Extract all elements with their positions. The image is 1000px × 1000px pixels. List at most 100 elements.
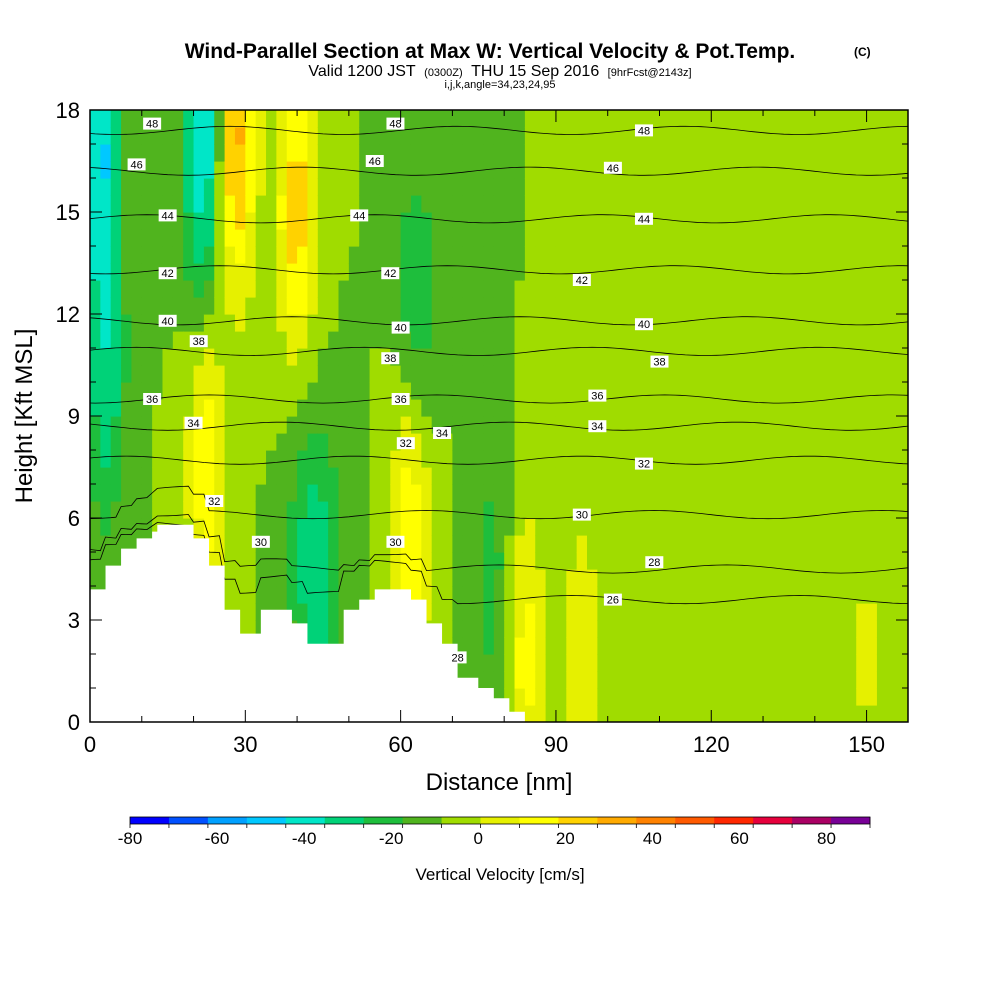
w-cell [317,501,329,519]
w-cell [100,314,112,332]
contour-label: 38 [650,355,669,369]
w-cell [628,399,640,417]
w-cell [700,671,712,689]
w-cell [338,450,350,468]
w-cell [669,535,681,553]
w-cell [493,535,505,553]
w-cell [835,110,847,128]
w-cell [763,314,774,332]
w-cell [773,110,785,128]
w-cell [193,280,205,298]
x-tick-label: 30 [233,732,257,757]
w-cell [462,229,474,247]
w-cell [452,467,464,485]
w-cell [152,348,164,366]
w-cell [400,450,412,468]
w-cell [752,467,764,485]
w-cell [121,161,133,179]
w-cell [535,450,547,468]
w-cell [866,127,878,145]
w-cell [628,416,640,434]
w-cell [255,501,267,519]
w-cell [628,178,640,196]
w-cell [576,433,588,451]
w-cell [669,280,681,298]
w-cell [214,501,226,519]
w-cell [224,246,236,264]
w-cell [866,297,878,315]
w-cell [203,263,215,281]
w-cell [825,467,837,485]
w-cell [752,382,764,400]
w-cell [307,127,319,145]
w-cell [100,195,112,213]
w-cell [121,348,133,366]
w-cell [835,705,847,722]
w-cell [266,144,277,162]
w-cell [555,348,567,366]
w-cell [721,603,733,621]
w-cell [317,586,329,604]
w-cell [276,246,288,264]
w-cell [835,552,847,570]
w-cell [659,688,671,706]
w-cell [794,348,806,366]
w-cell [887,195,899,213]
w-cell [410,518,422,536]
w-cell [266,331,277,349]
w-cell [100,518,112,536]
w-cell [649,433,661,451]
w-cell [700,110,712,128]
w-cell [266,535,277,553]
w-cell [680,654,692,672]
w-cell [214,263,226,281]
w-cell [804,450,816,468]
w-cell [514,501,526,519]
w-cell [462,535,474,553]
w-cell [431,416,443,434]
w-cell [276,467,288,485]
w-cell [504,212,516,230]
w-cell [369,382,381,400]
w-cell [783,552,795,570]
w-cell [804,348,816,366]
w-cell [90,280,101,298]
w-cell [773,484,785,502]
w-cell [462,195,474,213]
w-cell [504,535,516,553]
w-cell [597,263,609,281]
w-cell [141,382,153,400]
w-cell [897,688,908,706]
w-cell [110,212,122,230]
w-cell [224,280,236,298]
w-cell [493,603,505,621]
w-cell [897,620,908,638]
w-cell [866,246,878,264]
w-cell [773,399,785,417]
w-cell [566,110,578,128]
w-cell [462,297,474,315]
w-cell [814,297,826,315]
w-cell [535,467,547,485]
w-cell [328,348,340,366]
w-cell [690,297,702,315]
w-cell [338,110,350,128]
w-cell [203,484,215,502]
w-cell [804,705,816,722]
w-cell [224,297,236,315]
w-cell [359,246,371,264]
w-cell [711,637,723,655]
w-cell [183,467,195,485]
w-cell [866,705,878,722]
w-cell [566,637,578,655]
w-cell [856,620,868,638]
w-cell [763,637,774,655]
contour-label-text: 32 [638,459,650,471]
w-cell [587,671,598,689]
w-cell [825,331,837,349]
w-cell [504,671,516,689]
w-cell [328,263,340,281]
w-cell [700,229,712,247]
w-cell [442,178,454,196]
w-cell [607,263,619,281]
